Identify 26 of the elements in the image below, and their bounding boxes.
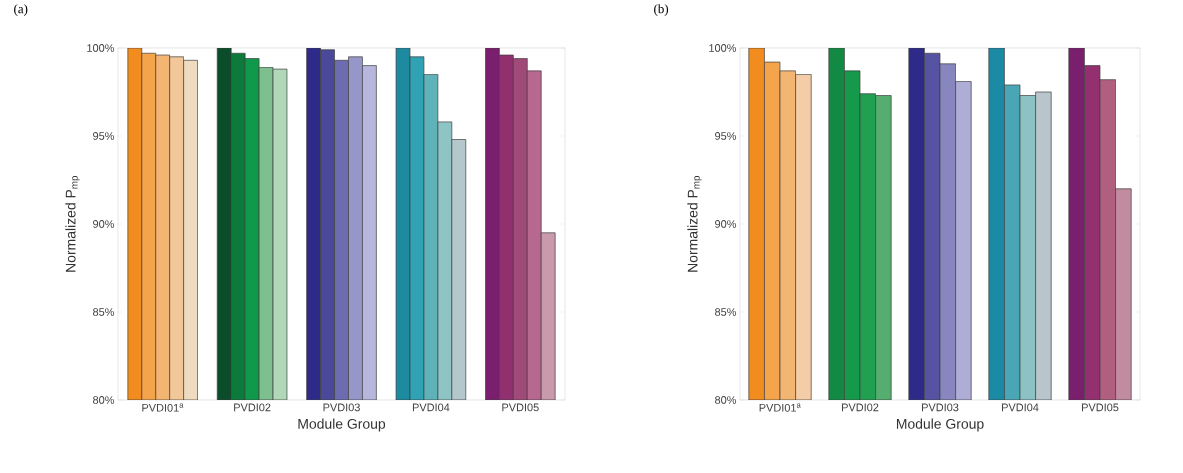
x-tick-label: PVDI04 (1002, 403, 1039, 412)
y-tick-label: 90% (93, 220, 115, 228)
x-tick-label: PVDI03 (323, 403, 360, 412)
x-tick-label: PVDI05 (1082, 403, 1119, 412)
y-tick-label: 90% (715, 220, 737, 228)
y-tick-label: 95% (715, 132, 737, 140)
chart-title: (a) (14, 4, 28, 16)
x-tick-label: PVDI01$^{a}$ (759, 403, 801, 412)
y-tick-label: 80% (715, 396, 737, 404)
y-tick-label: 100% (87, 44, 115, 52)
x-tick-label: PVDI02 (234, 403, 271, 412)
y-tick-label: 80% (93, 396, 115, 404)
y-tick-label: 95% (93, 132, 115, 140)
y-tick-label: 85% (93, 308, 115, 316)
chart-title: (b) (654, 4, 669, 16)
x-tick-label: PVDI01$^{a}$ (142, 403, 184, 412)
x-axis-title: Module Group (896, 418, 984, 432)
x-tick-label: PVDI02 (842, 403, 879, 412)
x-tick-label: PVDI05 (502, 403, 539, 412)
y-tick-label: 85% (715, 308, 737, 316)
x-tick-label: PVDI04 (412, 403, 450, 412)
x-axis-title: Module Group (298, 418, 386, 432)
y-tick-label: 100% (709, 44, 737, 52)
y-axis-title: Normalized P$_{mp}$ (65, 176, 80, 272)
y-axis-title: Normalized P$_{mp}$ (687, 176, 702, 272)
x-tick-label: PVDI03 (922, 403, 959, 412)
